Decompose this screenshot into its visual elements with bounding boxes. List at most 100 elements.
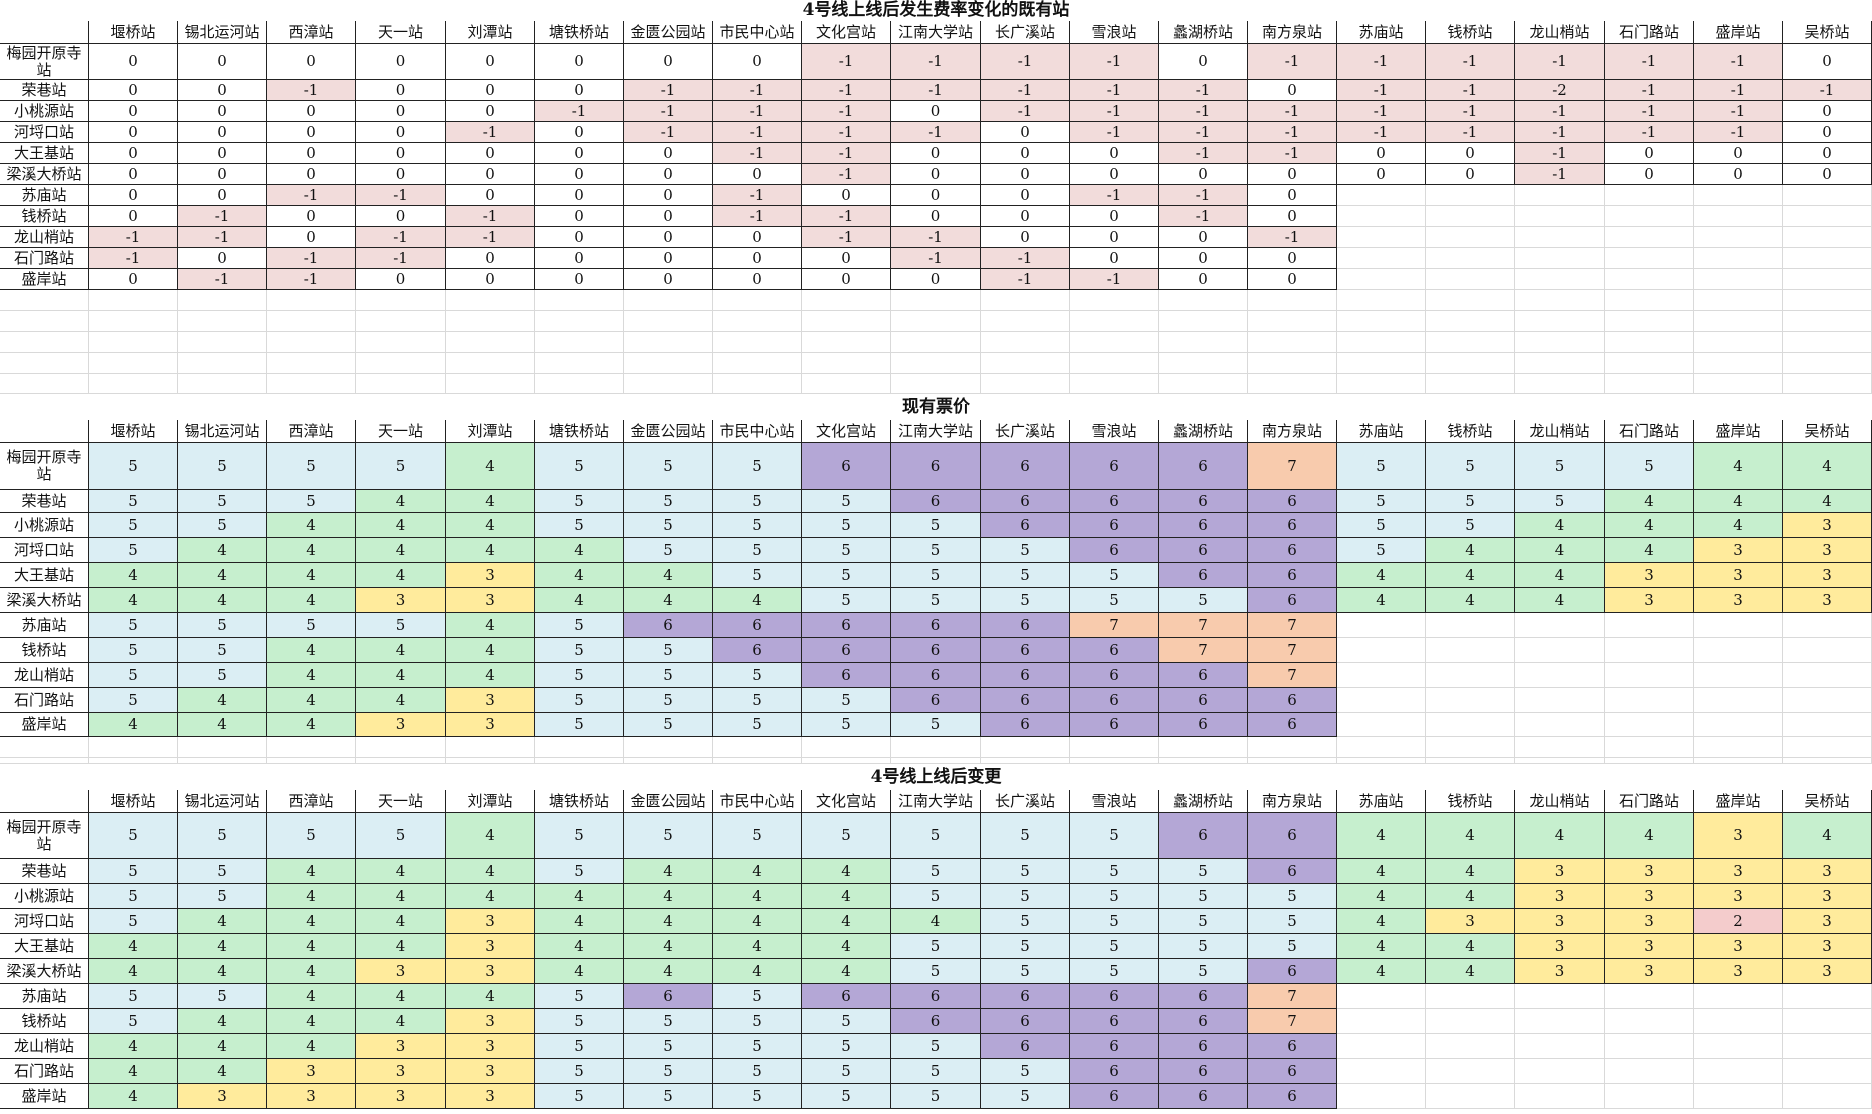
empty-cell[interactable]: [0, 374, 89, 394]
fare-cell[interactable]: 5: [1070, 813, 1159, 859]
diff-cell[interactable]: 0: [446, 185, 535, 206]
fare-cell[interactable]: 6: [1159, 713, 1248, 737]
fare-cell[interactable]: 5: [89, 490, 178, 513]
row-header[interactable]: 梅园开原寺站: [0, 813, 89, 859]
diff-cell[interactable]: -1: [1694, 101, 1783, 122]
empty-cell[interactable]: [89, 737, 178, 758]
empty-cell[interactable]: [1515, 713, 1605, 737]
empty-cell[interactable]: [89, 374, 178, 394]
empty-cell[interactable]: [713, 332, 802, 353]
column-header[interactable]: 雪浪站: [1070, 790, 1159, 813]
empty-cell[interactable]: [802, 290, 891, 311]
column-header[interactable]: 长广溪站: [981, 420, 1070, 443]
fare-cell[interactable]: 4: [1426, 588, 1515, 613]
fare-cell[interactable]: 5: [267, 443, 356, 490]
empty-cell[interactable]: [1426, 758, 1515, 764]
empty-cell[interactable]: [89, 332, 178, 353]
diff-cell[interactable]: -1: [1070, 185, 1159, 206]
fare-cell[interactable]: 5: [802, 688, 891, 713]
diff-cell[interactable]: 0: [1248, 80, 1337, 101]
empty-cell[interactable]: [1248, 758, 1337, 764]
diff-cell[interactable]: -2: [1515, 80, 1605, 101]
empty-cell[interactable]: [1605, 1009, 1694, 1034]
fare-cell[interactable]: 5: [1515, 443, 1605, 490]
fare-cell[interactable]: 4: [446, 490, 535, 513]
fare-cell[interactable]: 4: [89, 563, 178, 588]
empty-cell[interactable]: [1694, 332, 1783, 353]
fare-cell[interactable]: 4: [446, 663, 535, 688]
diff-cell[interactable]: -1: [1783, 80, 1872, 101]
fare-cell[interactable]: 5: [178, 663, 267, 688]
fare-cell[interactable]: 3: [1605, 959, 1694, 984]
diff-cell[interactable]: 0: [535, 164, 624, 185]
diff-cell[interactable]: 0: [535, 80, 624, 101]
fare-cell[interactable]: 5: [802, 490, 891, 513]
empty-cell[interactable]: [1426, 1059, 1515, 1084]
empty-cell[interactable]: [1426, 1009, 1515, 1034]
empty-cell[interactable]: [1515, 332, 1605, 353]
fare-cell[interactable]: 6: [1070, 443, 1159, 490]
diff-cell[interactable]: 0: [356, 80, 446, 101]
diff-cell[interactable]: 0: [624, 44, 713, 80]
fare-cell[interactable]: 5: [535, 859, 624, 884]
fare-cell[interactable]: 5: [1426, 513, 1515, 538]
row-header[interactable]: 石门路站: [0, 688, 89, 713]
empty-cell[interactable]: [1694, 185, 1783, 206]
diff-cell[interactable]: -1: [891, 80, 981, 101]
fare-cell[interactable]: 3: [1783, 934, 1872, 959]
fare-cell[interactable]: 4: [1337, 859, 1426, 884]
empty-cell[interactable]: [446, 374, 535, 394]
empty-cell[interactable]: [1159, 758, 1248, 764]
fare-cell[interactable]: 3: [356, 713, 446, 737]
diff-cell[interactable]: 0: [89, 122, 178, 143]
fare-cell[interactable]: 3: [1783, 563, 1872, 588]
fare-cell[interactable]: 6: [624, 613, 713, 638]
fare-cell[interactable]: 6: [981, 713, 1070, 737]
empty-cell[interactable]: [1515, 311, 1605, 332]
row-header[interactable]: 梅园开原寺站: [0, 443, 89, 490]
diff-cell[interactable]: -1: [1337, 101, 1426, 122]
empty-cell[interactable]: [1783, 269, 1872, 290]
diff-cell[interactable]: 0: [89, 164, 178, 185]
fare-cell[interactable]: 4: [535, 563, 624, 588]
empty-cell[interactable]: [1337, 1059, 1426, 1084]
fare-cell[interactable]: 5: [1605, 443, 1694, 490]
fare-cell[interactable]: 6: [891, 1009, 981, 1034]
fare-cell[interactable]: 6: [891, 984, 981, 1009]
empty-cell[interactable]: [446, 737, 535, 758]
row-header[interactable]: 梁溪大桥站: [0, 959, 89, 984]
empty-cell[interactable]: [1783, 332, 1872, 353]
fare-cell[interactable]: 4: [178, 934, 267, 959]
empty-cell[interactable]: [1426, 248, 1515, 269]
empty-cell[interactable]: [1070, 737, 1159, 758]
fare-cell[interactable]: 7: [1248, 443, 1337, 490]
fare-cell[interactable]: 5: [1159, 909, 1248, 934]
diff-cell[interactable]: -1: [1337, 80, 1426, 101]
diff-cell[interactable]: -1: [178, 269, 267, 290]
empty-cell[interactable]: [1337, 688, 1426, 713]
fare-cell[interactable]: 6: [891, 443, 981, 490]
empty-cell[interactable]: [891, 332, 981, 353]
empty-cell[interactable]: [1605, 1084, 1694, 1109]
fare-cell[interactable]: 5: [178, 884, 267, 909]
diff-cell[interactable]: 0: [713, 227, 802, 248]
empty-cell[interactable]: [1515, 663, 1605, 688]
diff-cell[interactable]: -1: [713, 80, 802, 101]
diff-cell[interactable]: 0: [356, 206, 446, 227]
empty-cell[interactable]: [1694, 290, 1783, 311]
diff-cell[interactable]: 0: [535, 143, 624, 164]
fare-cell[interactable]: 5: [89, 813, 178, 859]
fare-cell[interactable]: 6: [981, 1034, 1070, 1059]
column-header[interactable]: 石门路站: [1605, 21, 1694, 44]
empty-cell[interactable]: [267, 290, 356, 311]
empty-cell[interactable]: [1159, 290, 1248, 311]
diff-cell[interactable]: 0: [178, 122, 267, 143]
fare-cell[interactable]: 6: [802, 443, 891, 490]
fare-cell[interactable]: 5: [1426, 443, 1515, 490]
fare-cell[interactable]: 4: [1426, 884, 1515, 909]
empty-cell[interactable]: [1605, 269, 1694, 290]
empty-cell[interactable]: [89, 290, 178, 311]
empty-cell[interactable]: [624, 353, 713, 374]
fare-cell[interactable]: 6: [981, 443, 1070, 490]
diff-cell[interactable]: 0: [802, 269, 891, 290]
